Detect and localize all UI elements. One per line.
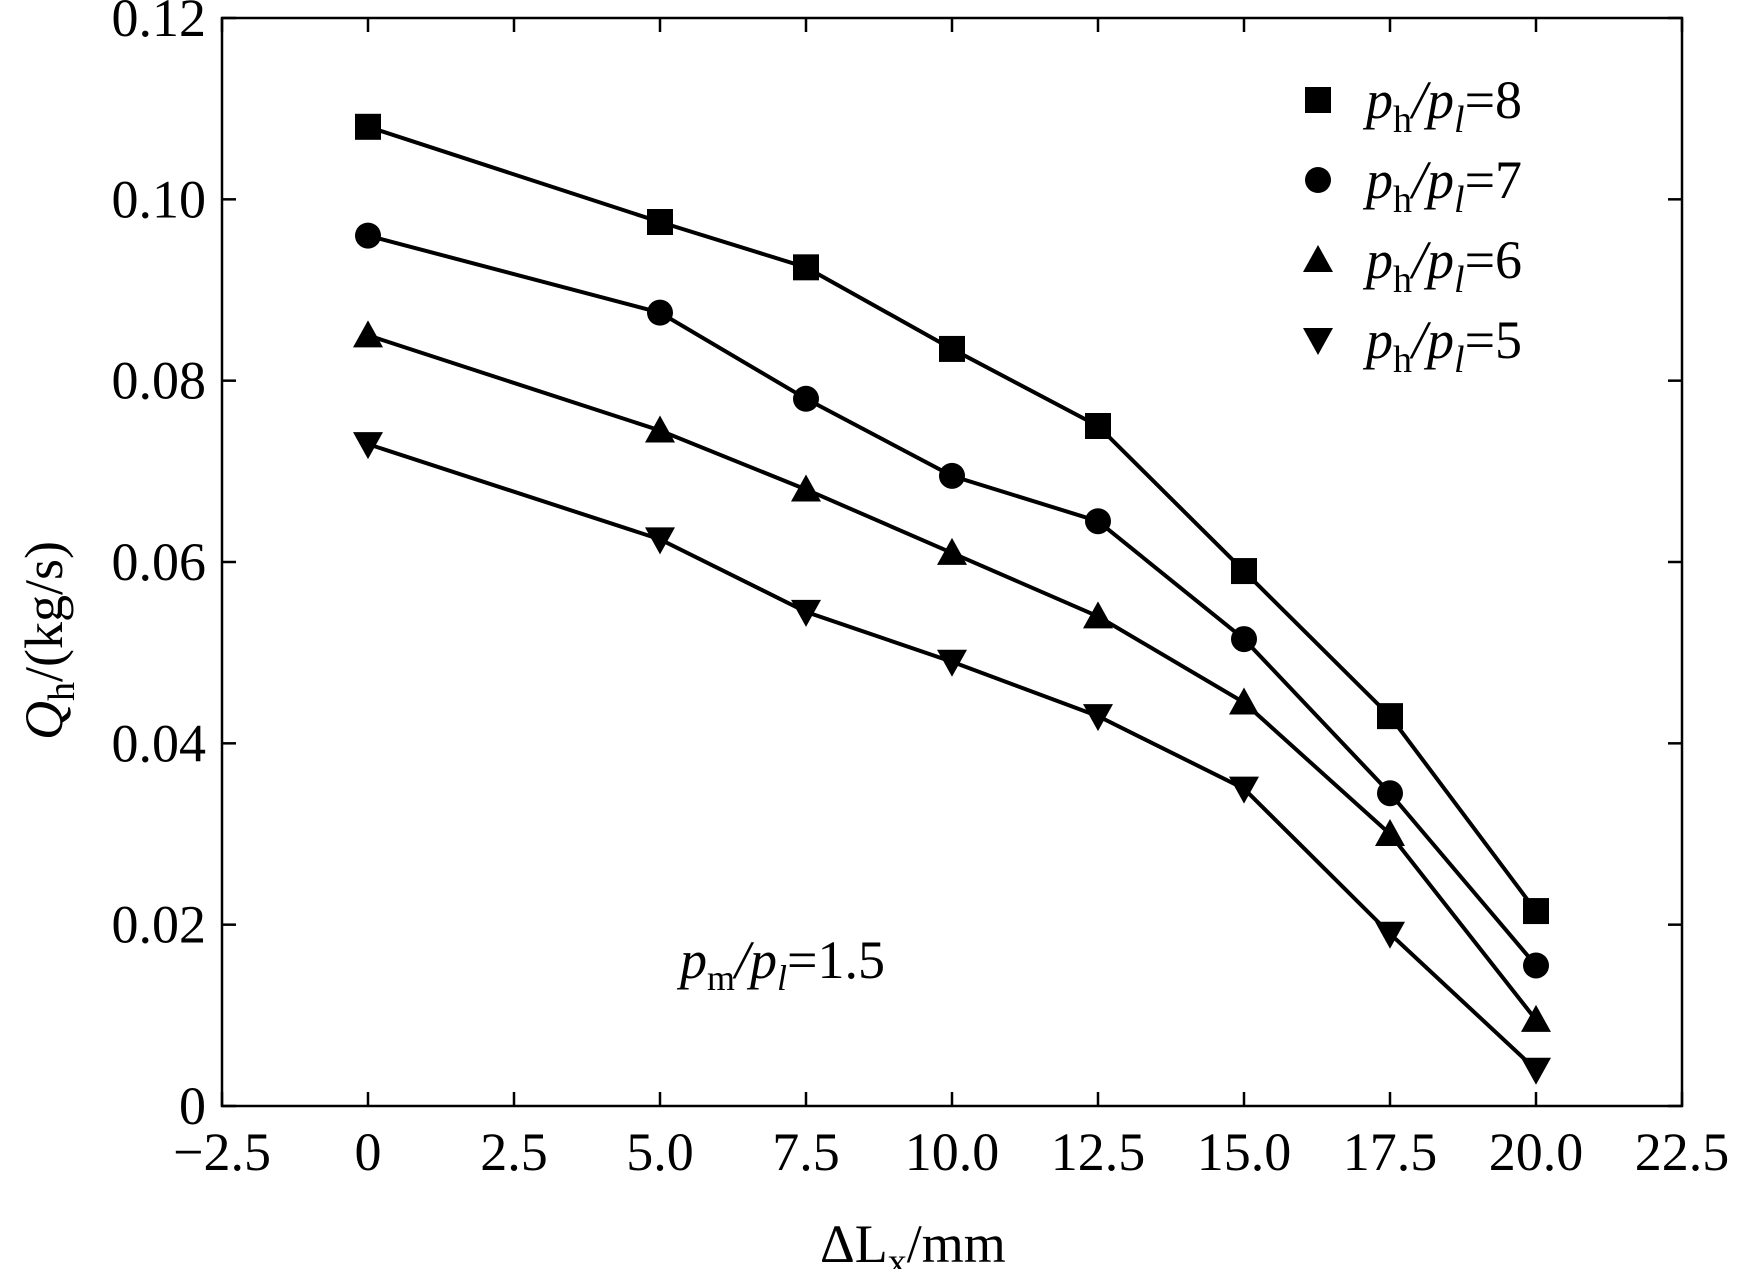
x-tick-label: 12.5 <box>1051 1122 1146 1182</box>
data-point-triangle-up <box>1375 819 1405 846</box>
data-point-circle <box>355 222 381 249</box>
data-point-triangle-down <box>1521 1057 1551 1085</box>
data-point-triangle-down <box>353 432 383 460</box>
data-point-square <box>647 209 673 235</box>
y-tick-label: 0 <box>179 1076 206 1136</box>
series-line-1 <box>367 124 1538 913</box>
data-point-square <box>939 335 965 362</box>
data-point-circle <box>1231 626 1257 653</box>
tick-labels: −2.5 0 2.5 5.0 7.5 10.0 12.5 15.0 17.5 20.0 22.500… <box>112 0 1730 1182</box>
y-tick-label: 0.02 <box>112 895 207 955</box>
x-tick-label: 5.0 <box>626 1122 694 1182</box>
y-tick-label: 0.10 <box>112 169 207 229</box>
data-point-triangle-down <box>645 527 675 555</box>
legend-marker-triangle-down <box>1303 328 1333 355</box>
data-point-triangle-up <box>353 320 383 348</box>
y-axis-label: Qh/(kg/s) <box>14 541 83 740</box>
series-lines <box>367 124 1538 1072</box>
x-tick-label: 2.5 <box>480 1122 548 1182</box>
series-markers <box>353 113 1551 1085</box>
x-tick-label: 0 <box>355 1122 382 1182</box>
data-point-triangle-up <box>791 474 821 502</box>
data-point-triangle-down <box>1229 776 1259 804</box>
data-point-circle <box>1085 508 1111 535</box>
data-point-triangle-up <box>1229 687 1259 715</box>
x-tick-label: 10.0 <box>905 1122 1000 1182</box>
data-point-circle <box>647 299 673 326</box>
data-point-circle <box>1523 952 1549 979</box>
x-tick-label: 15.0 <box>1197 1122 1292 1182</box>
data-point-triangle-down <box>791 599 821 627</box>
tick-marks <box>220 16 1684 1108</box>
legend-marker-circle <box>1305 167 1331 193</box>
series-line-3 <box>367 333 1538 1022</box>
data-point-triangle-down <box>937 649 967 677</box>
annotation-pressure-ratio: pm/pl=1.5 <box>676 930 885 998</box>
data-point-square <box>793 254 819 281</box>
legend-label: ph/pl=6 <box>1362 230 1522 301</box>
data-point-square <box>1377 703 1403 730</box>
y-tick-label: 0.06 <box>112 532 207 592</box>
data-point-square <box>1085 413 1111 439</box>
x-tick-label: 20.0 <box>1489 1122 1584 1182</box>
series-line-4 <box>367 442 1538 1072</box>
data-point-circle <box>939 462 965 489</box>
data-point-circle <box>1377 780 1403 807</box>
legend-label: ph/pl=7 <box>1362 150 1522 221</box>
x-tick-label: 17.5 <box>1343 1122 1438 1182</box>
data-point-square <box>1523 898 1549 925</box>
data-point-triangle-up <box>1521 1004 1551 1032</box>
data-point-circle <box>793 385 819 412</box>
data-point-triangle-up <box>937 537 967 565</box>
legend-label: ph/pl=8 <box>1362 70 1522 141</box>
data-point-square <box>355 113 381 140</box>
legend: ph/pl=8 ph/pl=7 ph/pl=6 ph/pl=5 <box>1303 70 1522 381</box>
data-point-triangle-up <box>1083 601 1113 629</box>
data-point-triangle-down <box>1375 921 1405 949</box>
y-tick-label: 0.08 <box>112 351 207 411</box>
y-tick-label: 0.04 <box>112 713 207 773</box>
x-axis-label: ΔLx/mm <box>820 1214 1006 1269</box>
data-point-square <box>1231 558 1257 585</box>
legend-marker-square <box>1305 87 1331 113</box>
y-tick-label: 0.12 <box>112 0 207 48</box>
legend-label: ph/pl=5 <box>1362 310 1522 381</box>
data-point-triangle-up <box>645 415 675 443</box>
legend-marker-triangle-up <box>1303 245 1333 272</box>
x-tick-label: 22.5 <box>1635 1122 1730 1182</box>
x-tick-label: 7.5 <box>772 1122 840 1182</box>
x-tick-label: −2.5 <box>173 1122 271 1182</box>
series-line-2 <box>367 233 1538 967</box>
data-point-triangle-down <box>1083 704 1113 732</box>
